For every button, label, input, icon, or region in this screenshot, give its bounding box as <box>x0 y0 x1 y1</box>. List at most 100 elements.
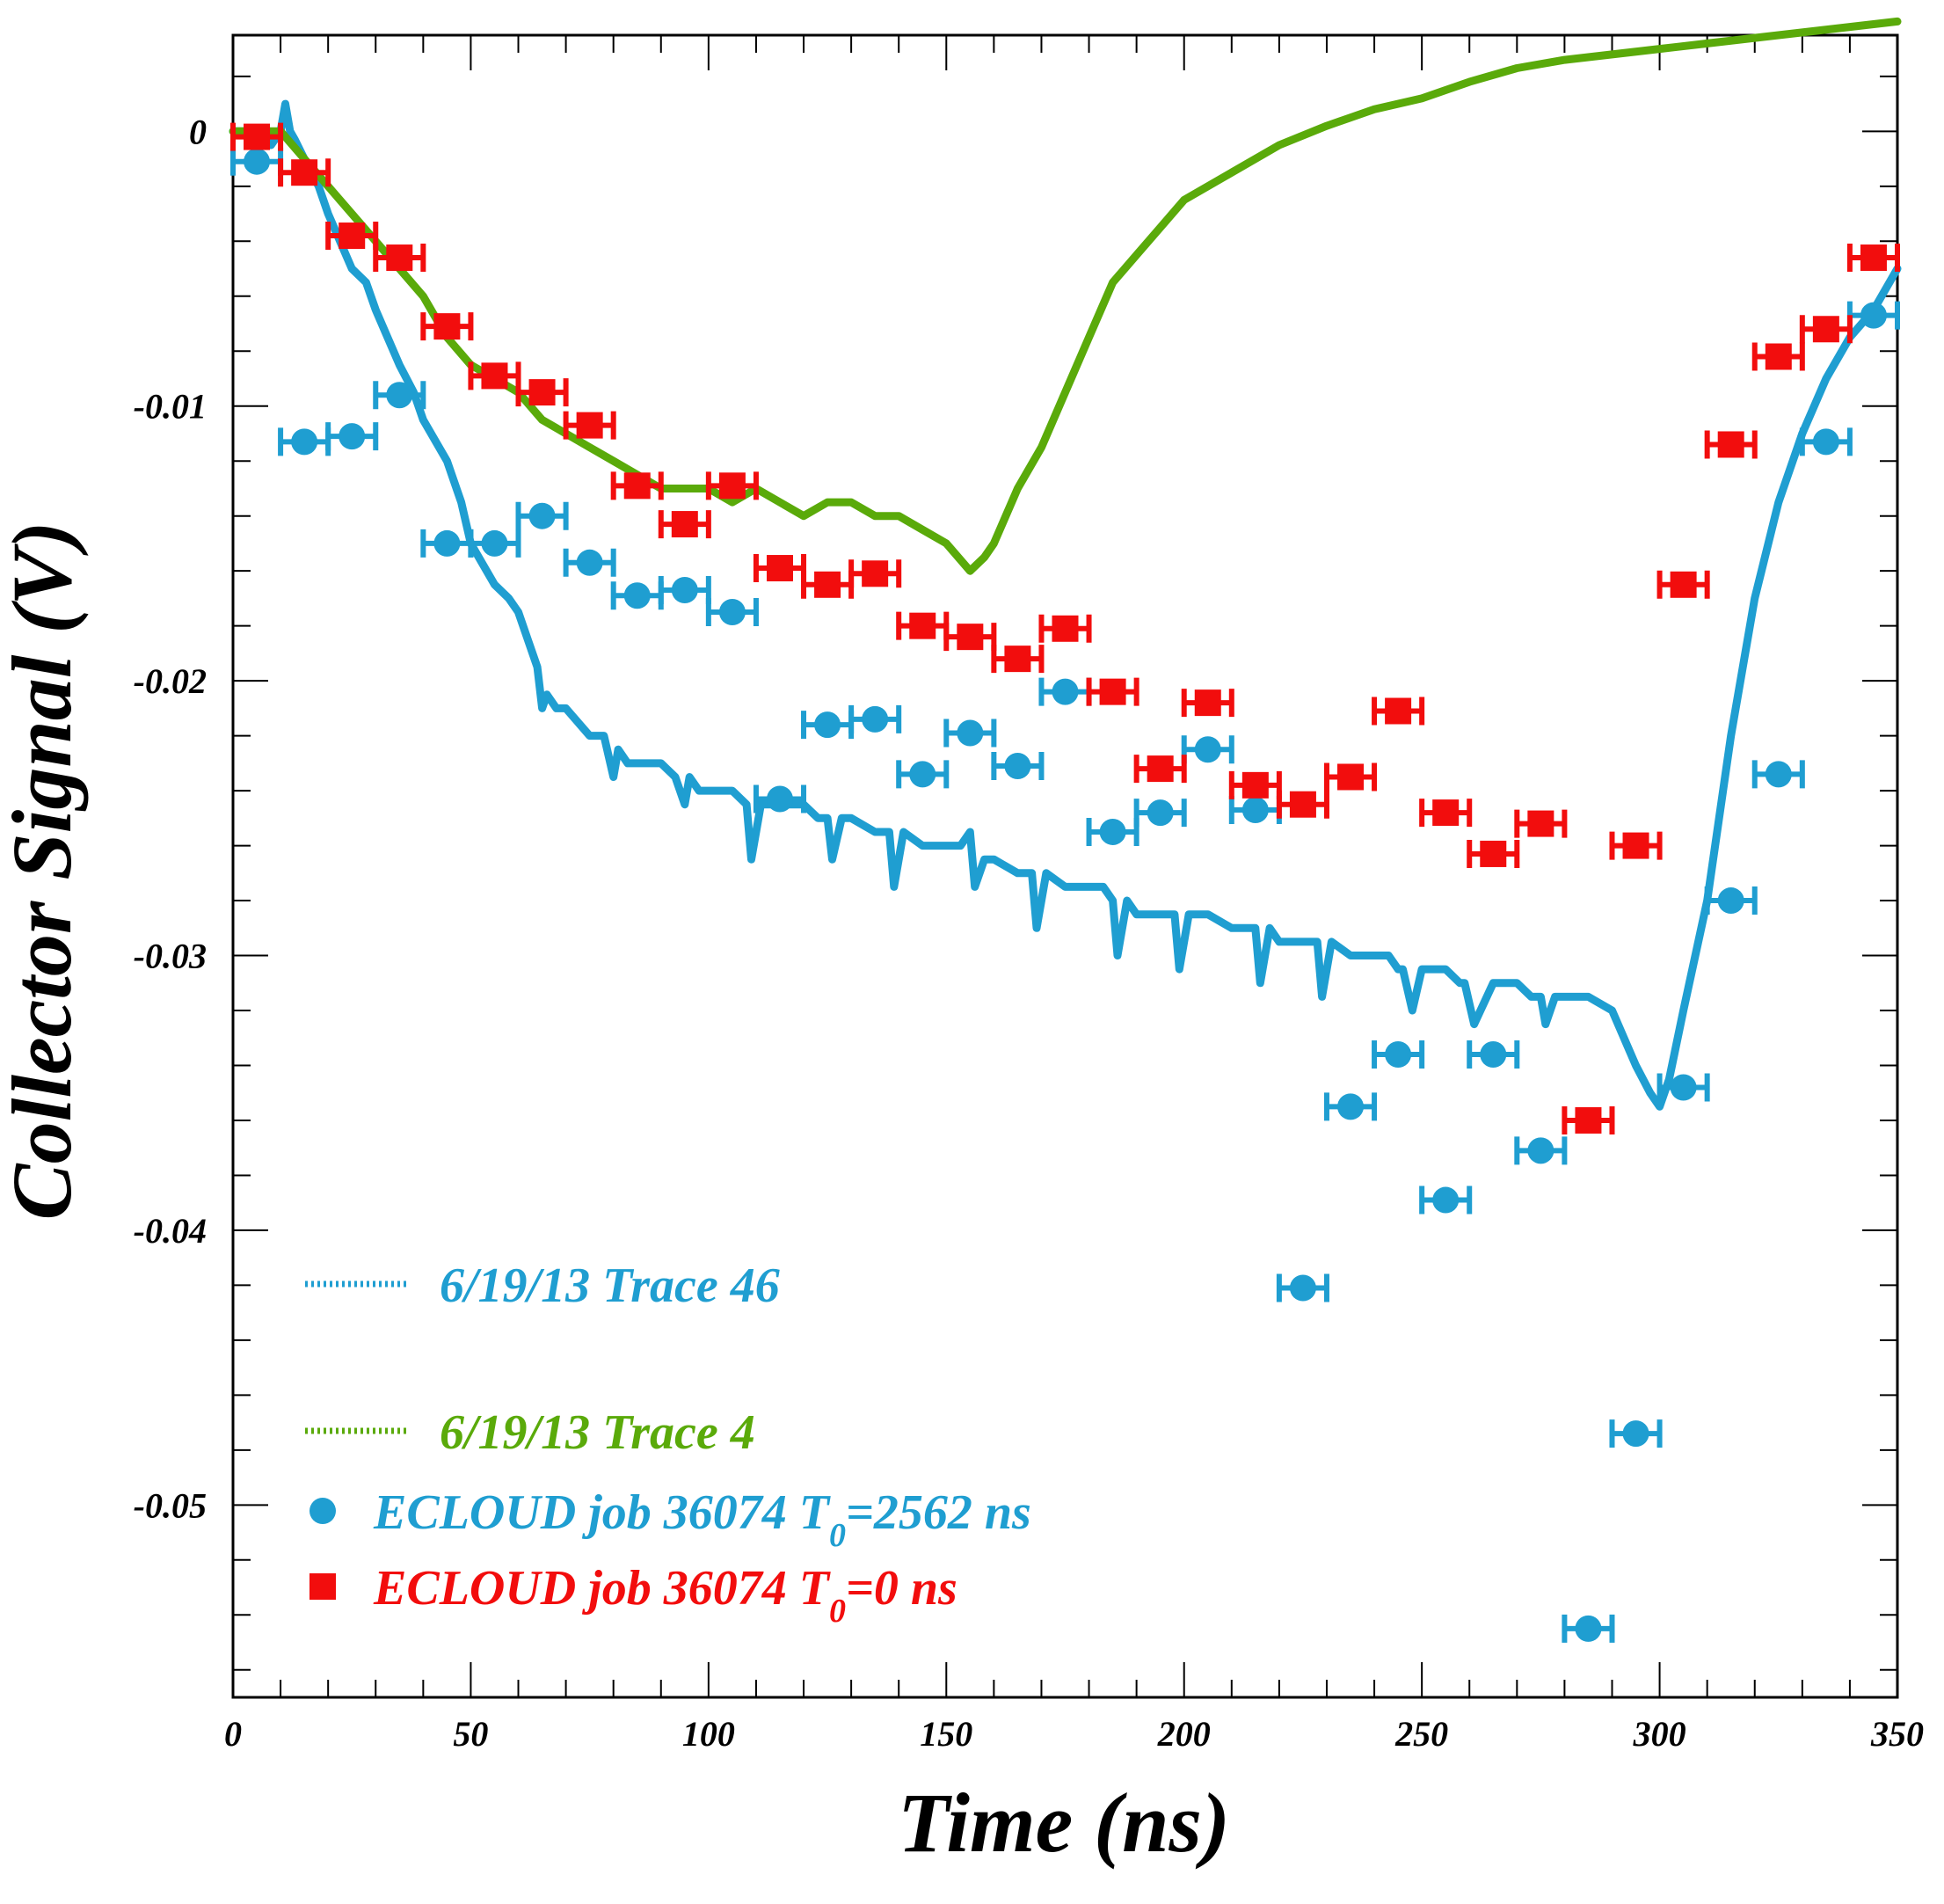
data-point <box>848 704 902 733</box>
data-point <box>278 158 331 187</box>
y-axis-ticks: 0 -0.01 -0.02 -0.03 -0.04 -0.05 <box>134 75 1897 1671</box>
point-marker-square <box>766 555 793 582</box>
y-tick-label: -0.05 <box>134 1485 207 1525</box>
point-marker-square <box>671 511 698 538</box>
x-tick-label: 250 <box>1394 1714 1448 1754</box>
data-point <box>1038 614 1092 643</box>
data-point <box>420 529 474 558</box>
data-point <box>1656 570 1710 599</box>
point-marker-square <box>814 571 841 598</box>
point-marker-circle <box>433 529 461 557</box>
legend-label-ecloud-0: ECLOUD job 36074 T0=0 ns <box>373 1561 957 1630</box>
point-marker-square <box>1527 810 1554 837</box>
data-point <box>658 510 711 539</box>
data-point <box>610 581 664 610</box>
series-layer <box>229 17 1902 1643</box>
data-point <box>230 147 284 176</box>
data-point <box>1704 886 1758 916</box>
data-point <box>1086 817 1139 846</box>
point-marker-square <box>623 472 651 500</box>
point-marker-square <box>433 313 461 340</box>
legend-label-ecloud-0-sub: 0 <box>829 1593 846 1630</box>
data-point <box>1467 1040 1520 1069</box>
point-marker-square <box>1575 1106 1602 1134</box>
data-point <box>1276 790 1329 819</box>
point-marker-circle <box>528 502 556 529</box>
data-point <box>705 471 759 500</box>
data-point <box>1372 1040 1425 1069</box>
data-point <box>1419 1185 1473 1215</box>
data-point <box>1228 770 1282 799</box>
x-tick-label: 200 <box>1157 1714 1211 1754</box>
point-marker-circle <box>1147 799 1174 827</box>
data-point <box>1562 1105 1615 1134</box>
y-tick-label: 0 <box>189 112 207 151</box>
point-marker-circle <box>1432 1186 1460 1214</box>
point-marker-square <box>1289 791 1316 818</box>
point-marker-square <box>1860 244 1887 272</box>
data-point <box>943 719 997 748</box>
point-marker-circle <box>576 549 603 576</box>
legend-label-ecloud-2562-sub: 0 <box>829 1517 846 1554</box>
point-marker-circle <box>1860 302 1887 329</box>
data-point <box>230 122 284 151</box>
point-marker-square <box>528 379 556 406</box>
point-marker-square <box>1147 755 1174 783</box>
data-point <box>1704 430 1758 459</box>
point-marker-square <box>244 123 271 150</box>
data-point <box>563 548 616 577</box>
data-point <box>1228 795 1282 824</box>
data-point <box>1609 1419 1663 1448</box>
data-point <box>1514 809 1568 838</box>
x-tick-label: 350 <box>1870 1714 1924 1754</box>
data-point <box>1323 1092 1378 1121</box>
point-marker-circle <box>1480 1040 1507 1068</box>
point-marker-circle <box>1052 678 1079 705</box>
data-point <box>1181 689 1234 718</box>
point-marker-circle <box>1765 761 1792 788</box>
point-marker-circle <box>1004 752 1031 779</box>
point-marker-circle <box>957 719 984 747</box>
y-tick-label: -0.01 <box>134 387 207 427</box>
data-point <box>801 711 855 740</box>
data-point <box>373 381 426 410</box>
data-point <box>1609 831 1663 860</box>
data-point <box>848 559 902 588</box>
y-tick-label: -0.02 <box>134 661 207 701</box>
data-point <box>753 784 807 813</box>
data-point <box>991 645 1045 674</box>
point-marker-circle <box>1622 1420 1649 1448</box>
legend-swatch-square <box>309 1573 336 1600</box>
point-marker-square <box>718 472 746 500</box>
point-marker-square <box>862 560 889 587</box>
point-marker-circle <box>1241 796 1269 823</box>
point-marker-square <box>1052 615 1079 642</box>
point-marker-circle <box>1575 1615 1602 1642</box>
x-tick-label: 150 <box>920 1714 972 1754</box>
data-point <box>468 529 521 558</box>
point-marker-circle <box>718 599 746 626</box>
data-point <box>896 760 950 789</box>
data-point <box>1323 762 1378 792</box>
data-point <box>1276 1273 1329 1302</box>
data-point <box>943 623 997 652</box>
data-point <box>1419 799 1473 828</box>
data-point <box>325 222 379 251</box>
data-point <box>658 576 711 605</box>
data-point <box>1562 1614 1615 1643</box>
x-tick-label: 300 <box>1633 1714 1686 1754</box>
point-marker-circle <box>244 148 271 175</box>
series-line-1 <box>229 17 1902 575</box>
point-marker-square <box>291 159 318 186</box>
legend: 6/19/13 Trace 46 6/19/13 Trace 4 ECLOUD … <box>305 1258 1031 1630</box>
data-point <box>1133 755 1187 784</box>
point-marker-square <box>1004 646 1031 673</box>
data-point <box>325 422 379 451</box>
point-marker-square <box>1765 343 1792 370</box>
data-point <box>991 751 1045 780</box>
point-marker-square <box>339 222 366 250</box>
point-marker-circle <box>1289 1274 1316 1302</box>
point-marker-circle <box>1717 887 1744 915</box>
point-marker-square <box>1432 799 1460 827</box>
point-marker-square <box>576 412 603 439</box>
